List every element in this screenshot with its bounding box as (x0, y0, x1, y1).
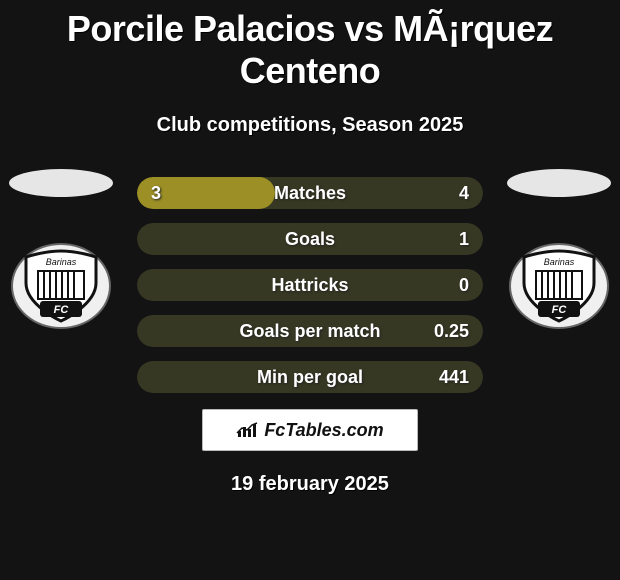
stat-label: Hattricks (137, 269, 483, 301)
badge-top-text: Barinas (544, 257, 575, 267)
stat-row: Goals1 (137, 223, 483, 255)
stat-right-value: 4 (459, 177, 469, 209)
stat-label: Matches (137, 177, 483, 209)
shield-icon: Barinas FC (18, 247, 104, 325)
right-player-column: Barinas FC (504, 169, 614, 329)
club-badge-left: Barinas FC (11, 243, 111, 329)
page-title: Porcile Palacios vs MÃ¡rquez Centeno (0, 0, 620, 92)
club-badge-right: Barinas FC (509, 243, 609, 329)
badge-bottom-text: FC (54, 304, 70, 316)
stat-row: Goals per match0.25 (137, 315, 483, 347)
stat-right-value: 0 (459, 269, 469, 301)
stat-label: Goals (137, 223, 483, 255)
stat-row: Hattricks0 (137, 269, 483, 301)
stat-label: Goals per match (137, 315, 483, 347)
badge-top-text: Barinas (46, 257, 77, 267)
brand-text: FcTables.com (264, 420, 383, 441)
stat-row: 3Matches4 (137, 177, 483, 209)
page-subtitle: Club competitions, Season 2025 (0, 92, 620, 137)
date-text: 19 february 2025 (0, 451, 620, 496)
stats-bar-group: 3Matches4 Goals1 Hattricks0 Goals per match… (137, 177, 483, 393)
player-silhouette-left (9, 169, 113, 197)
player-silhouette-right (507, 169, 611, 197)
badge-bottom-text: FC (552, 304, 568, 316)
left-player-column: Barinas FC (6, 169, 116, 329)
stat-right-value: 1 (459, 223, 469, 255)
chart-icon (236, 421, 258, 439)
stat-row: Min per goal441 (137, 361, 483, 393)
stat-label: Min per goal (137, 361, 483, 393)
comparison-panel: Barinas FC Barinas (0, 177, 620, 393)
shield-icon: Barinas FC (516, 247, 602, 325)
stat-right-value: 0.25 (434, 315, 469, 347)
brand-box: FcTables.com (202, 409, 418, 451)
stat-right-value: 441 (439, 361, 469, 393)
